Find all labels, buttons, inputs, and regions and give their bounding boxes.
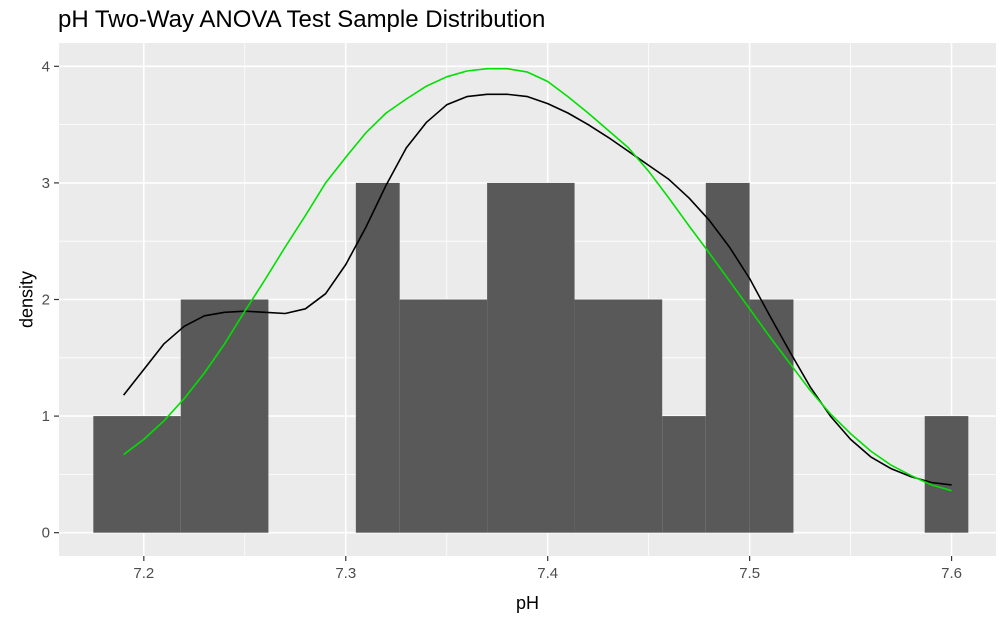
density-curves: [122, 67, 952, 492]
x-tick-label: 7.4: [537, 565, 558, 582]
y-tick-label: 3: [42, 175, 50, 192]
histogram-bar: [924, 416, 969, 533]
histogram-bar: [399, 299, 488, 533]
histogram-bar: [662, 416, 706, 533]
histogram-bar: [180, 299, 269, 533]
y-axis-title: density: [16, 271, 36, 328]
y-tick-label: 4: [42, 58, 50, 75]
histogram-bars: [93, 182, 969, 533]
histogram-bar: [705, 182, 750, 533]
y-tick-label: 2: [42, 292, 50, 309]
density-curve-black: [122, 93, 952, 486]
chart-title: pH Two-Way ANOVA Test Sample Distributio…: [58, 6, 546, 33]
histogram-bar: [93, 416, 181, 533]
x-axis: 7.2 7.3 7.4 7.5 7.6: [133, 556, 962, 582]
histogram-bar: [574, 299, 663, 533]
y-tick-label: 1: [42, 408, 50, 425]
histogram-bar: [487, 182, 575, 533]
x-tick-label: 7.6: [941, 565, 962, 582]
y-tick-label: 0: [42, 525, 50, 542]
y-axis: 0 1 2 3 4: [42, 58, 59, 542]
x-tick-label: 7.2: [133, 565, 154, 582]
x-tick-label: 7.3: [335, 565, 356, 582]
x-tick-label: 7.5: [739, 565, 760, 582]
histogram-bar: [749, 299, 794, 533]
histogram-bar: [355, 182, 400, 533]
x-axis-title: pH: [516, 593, 539, 613]
density-curve-green: [123, 67, 952, 492]
